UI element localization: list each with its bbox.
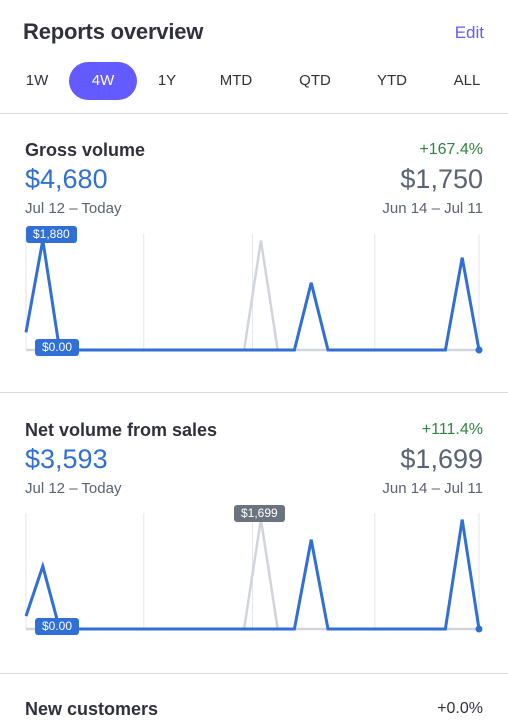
range-ytd[interactable]: YTD (377, 72, 407, 89)
current-period-end-point (475, 346, 483, 354)
gross-volume-title: Gross volume (25, 140, 146, 160)
new-customers-title: New customers (25, 699, 159, 719)
net-volume-max-tag: $1,699 (234, 505, 285, 522)
net-volume-title: Net volume from sales (25, 420, 218, 440)
net-volume-current-value: $3,593 (25, 444, 108, 474)
current-period-line (24, 519, 481, 631)
header: Reports overview Edit (0, 0, 508, 64)
net-volume-chart: $1,699 $0.00 (0, 505, 508, 635)
gross-volume-change: +167.4% (419, 141, 483, 158)
net-volume-chart-svg (24, 513, 483, 633)
gross-volume-previous-range: Jun 14 – Jul 11 (382, 200, 483, 217)
current-period-end-point (475, 625, 483, 633)
new-customers-card[interactable]: New customers +0.0% (0, 674, 508, 720)
range-all[interactable]: ALL (453, 72, 481, 89)
net-volume-card[interactable]: Net volume from sales +111.4% $3,593 $1,… (0, 393, 508, 673)
range-1y[interactable]: 1Y (157, 72, 177, 89)
range-mtd[interactable]: MTD (219, 72, 253, 89)
gross-volume-chart-svg (24, 234, 483, 354)
edit-button[interactable]: Edit (454, 23, 484, 42)
net-volume-current-range: Jul 12 – Today (25, 480, 122, 497)
gross-volume-previous-value: $1,750 (400, 164, 483, 194)
net-volume-previous-range: Jun 14 – Jul 11 (382, 480, 483, 497)
divider (0, 673, 508, 674)
net-volume-min-tag: $0.00 (35, 618, 80, 635)
range-4w[interactable]: 4W (69, 62, 137, 100)
net-volume-previous-value: $1,699 (400, 444, 483, 474)
gross-volume-chart: $1,880 $0.00 (0, 226, 508, 356)
gross-volume-min-tag: $0.00 (35, 339, 80, 356)
divider (0, 392, 508, 393)
range-selector: 1W 4W 1Y MTD QTD YTD ALL (0, 62, 508, 102)
gross-volume-current-value: $4,680 (25, 164, 108, 194)
page-title: Reports overview (23, 19, 204, 44)
gross-volume-current-range: Jul 12 – Today (25, 200, 122, 217)
range-qtd[interactable]: QTD (299, 72, 331, 89)
net-volume-change: +111.4% (421, 421, 483, 438)
divider (0, 113, 508, 114)
new-customers-change: +0.0% (437, 700, 483, 717)
gross-volume-max-tag: $1,880 (26, 226, 77, 243)
current-period-line (24, 239, 481, 352)
gross-volume-card[interactable]: Gross volume +167.4% $4,680 $1,750 Jul 1… (0, 114, 508, 394)
range-1w[interactable]: 1W (25, 72, 49, 89)
